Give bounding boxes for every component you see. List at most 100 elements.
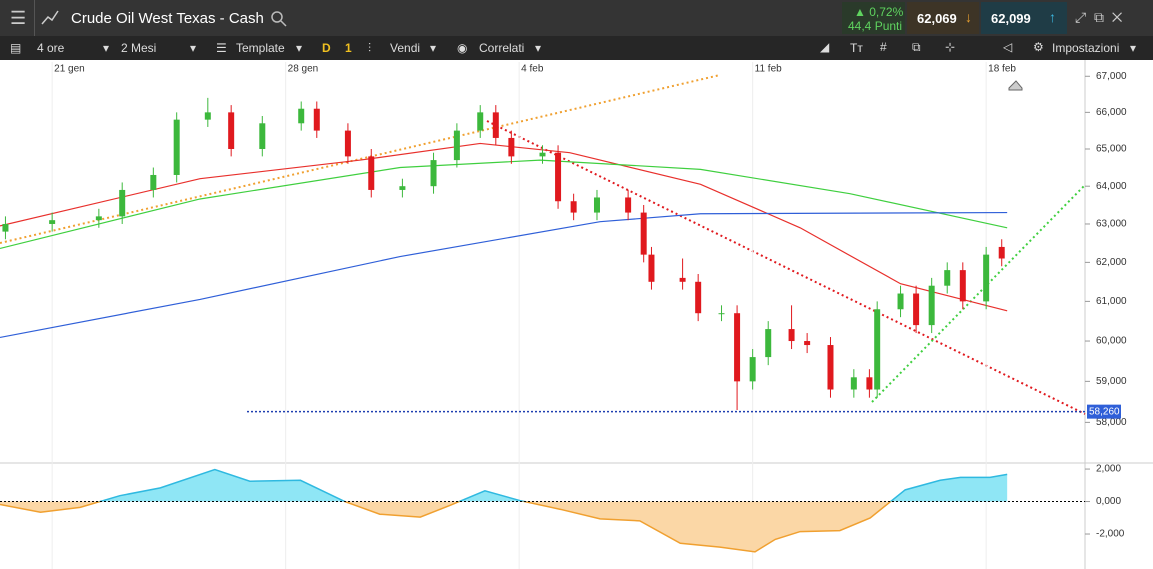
dropdown[interactable]: ▾: [1130, 41, 1137, 55]
sep: [34, 0, 35, 36]
y-tick-label: 2,000: [1096, 464, 1121, 475]
grid-icon[interactable]: #: [880, 40, 887, 54]
moving-average: [0, 142, 1008, 312]
chart-icon[interactable]: [40, 8, 60, 28]
candle-body: [204, 112, 211, 120]
trendline[interactable]: [871, 184, 1086, 403]
d-button[interactable]: D: [322, 41, 331, 55]
instrument-title: Crude Oil West Texas - Cash: [71, 10, 264, 27]
candle-body: [173, 119, 180, 175]
eye-icon: ◉: [457, 41, 468, 55]
candle-body: [2, 223, 9, 232]
candle-body: [765, 329, 772, 358]
trendline[interactable]: [0, 74, 721, 244]
correlated[interactable]: Correlati: [479, 41, 525, 55]
candle-body: [298, 108, 305, 124]
candle-body: [555, 152, 562, 202]
sell-box[interactable]: 62,069 ↓: [907, 2, 979, 34]
candle-body: [570, 201, 577, 213]
down-arrow: ↓: [965, 9, 972, 25]
candle-body: [959, 270, 966, 302]
x-tick-label: 21 gen: [54, 64, 85, 75]
candle-body: [866, 377, 873, 390]
template-icon: ☰: [216, 41, 227, 55]
candle-body: [928, 285, 935, 326]
candle-body: [593, 197, 600, 213]
y-tick-label: 67,000: [1096, 71, 1127, 82]
dropdown[interactable]: ▾: [535, 41, 542, 55]
candle-body: [259, 123, 266, 149]
candle-body: [718, 313, 725, 315]
area-negative: [0, 501, 891, 552]
dropdown[interactable]: ▾: [190, 41, 197, 55]
buy-box[interactable]: 62,099 ↑: [981, 2, 1067, 34]
buy-price: 62,099: [991, 11, 1031, 26]
toolbar: ▤ 4 ore ▾ 2 Mesi ▾ ☰ Template ▾ D 1 ⫶ Ve…: [0, 36, 1153, 60]
candle-body: [477, 112, 484, 131]
text-tool[interactable]: Tт: [850, 41, 863, 55]
gear-icon[interactable]: ⚙: [1033, 40, 1044, 54]
change-box: ▲ 0,72% 44,4 Punti: [842, 2, 905, 34]
candle-body: [228, 112, 235, 149]
y-tick-label: 64,000: [1096, 181, 1127, 192]
x-tick-label: 18 feb: [988, 64, 1016, 75]
candle-body: [944, 270, 951, 286]
area-positive: [0, 469, 1008, 502]
settings[interactable]: Impostazioni: [1052, 41, 1120, 55]
candle-body: [897, 293, 904, 310]
y-tick-label: 60,000: [1096, 336, 1127, 347]
marker[interactable]: [1008, 80, 1023, 91]
template[interactable]: Template: [236, 41, 285, 55]
candle-body: [850, 377, 857, 390]
candle-body: [679, 277, 686, 282]
line-negative: [0, 501, 892, 553]
candle-body: [804, 341, 811, 346]
moving-average: [0, 211, 1008, 339]
y-tick-label: 63,000: [1096, 219, 1127, 230]
tag-icon[interactable]: ◁: [1003, 40, 1013, 54]
cross-icon[interactable]: ⊹: [945, 40, 956, 54]
sell-icon: ⫶: [368, 41, 372, 55]
trendline[interactable]: [486, 120, 1086, 415]
change: ▲ 0,72%: [854, 5, 904, 19]
y-tick-label: 66,000: [1096, 107, 1127, 118]
y-tick-label: 59,000: [1096, 376, 1127, 387]
y-tick-label: -2,000: [1096, 529, 1125, 540]
x-tick-label: 11 feb: [755, 64, 782, 75]
candle-body: [539, 152, 546, 157]
candle-body: [453, 130, 460, 161]
search-icon[interactable]: [270, 10, 288, 28]
candle-body: [150, 174, 157, 190]
interval[interactable]: 4 ore: [37, 41, 65, 55]
points: 44,4 Punti: [848, 19, 903, 33]
dropdown[interactable]: ▾: [430, 41, 437, 55]
header: ☰ Crude Oil West Texas - Cash ▲ 0,72% 44…: [0, 0, 1153, 36]
candle-body: [640, 212, 647, 255]
menu-icon[interactable]: ☰: [10, 8, 27, 28]
draw-icon[interactable]: ◢: [820, 40, 830, 54]
copy-icon[interactable]: ⧉: [912, 40, 921, 54]
candle-body: [648, 254, 655, 282]
range[interactable]: 2 Mesi: [121, 41, 157, 55]
window-icons[interactable]: ⤢ ⧉ ✕: [1075, 9, 1123, 25]
dropdown[interactable]: ▾: [103, 41, 110, 55]
candle-body: [399, 186, 406, 190]
level-label: 58,260: [1089, 406, 1120, 417]
up-arrow: ↑: [1049, 9, 1056, 25]
candle-body: [344, 130, 351, 157]
candle-body: [983, 254, 990, 302]
y-tick-label: 62,000: [1096, 257, 1127, 268]
sell-button[interactable]: Vendi: [390, 41, 421, 55]
candle-body: [430, 160, 437, 187]
y-tick-label: 58,000: [1096, 417, 1127, 428]
candle-body: [508, 137, 515, 157]
list-icon[interactable]: ▤: [10, 41, 22, 55]
candle-body: [734, 313, 741, 382]
candle-body: [788, 329, 795, 342]
candle-body: [313, 108, 320, 131]
candle-body: [998, 246, 1005, 259]
dropdown[interactable]: ▾: [296, 41, 303, 55]
level-tag: [1087, 404, 1121, 419]
one-button[interactable]: 1: [345, 41, 352, 55]
